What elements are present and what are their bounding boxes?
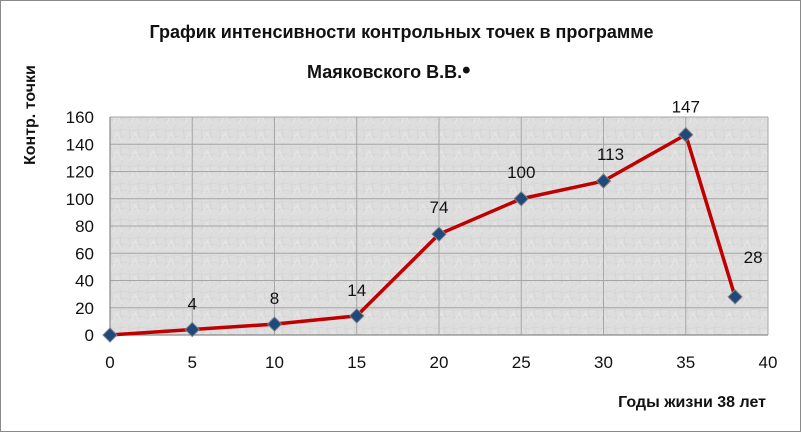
x-tick-label: 25 xyxy=(512,353,531,372)
data-point xyxy=(727,289,743,305)
x-tick-label: 40 xyxy=(759,353,778,372)
y-tick-label: 60 xyxy=(75,244,94,263)
x-tick-label: 15 xyxy=(347,353,366,372)
y-tick-label: 120 xyxy=(66,163,94,182)
x-axis-label: Годы жизни 38 лет xyxy=(618,394,766,411)
chart-title-line-2: Маяковского В.В.• xyxy=(307,59,497,83)
y-tick-label: 160 xyxy=(66,108,94,127)
data-label: 74 xyxy=(430,198,449,217)
x-tick-label: 20 xyxy=(430,353,449,372)
data-label: 14 xyxy=(347,281,366,300)
x-tick-label: 10 xyxy=(265,353,284,372)
y-tick-label: 20 xyxy=(75,299,94,318)
data-point xyxy=(431,226,447,242)
y-tick-label: 0 xyxy=(85,326,94,345)
x-tick-label: 5 xyxy=(188,353,197,372)
y-tick-label: 80 xyxy=(75,217,94,236)
chart-title-line-1: График интенсивности контрольных точек в… xyxy=(1,22,801,43)
y-tick-label: 40 xyxy=(75,272,94,291)
data-label: 147 xyxy=(672,98,700,117)
x-tick-label: 35 xyxy=(676,353,695,372)
data-label: 113 xyxy=(597,145,624,164)
chart-title-text-2: Маяковского В.В. xyxy=(307,62,463,82)
data-point xyxy=(102,327,118,343)
y-tick-label: 140 xyxy=(66,135,94,154)
data-point xyxy=(349,308,365,324)
x-tick-label: 30 xyxy=(594,353,613,372)
data-point xyxy=(266,316,283,332)
chart-title-text-1: График интенсивности контрольных точек в… xyxy=(149,22,654,42)
data-label: 8 xyxy=(270,289,279,308)
data-point xyxy=(595,173,612,189)
data-label: 100 xyxy=(507,163,535,182)
data-point xyxy=(513,191,529,207)
y-tick-label: 100 xyxy=(66,190,94,209)
data-label: 28 xyxy=(744,248,763,267)
data-point xyxy=(184,321,200,338)
data-label: 4 xyxy=(188,295,197,314)
chart-title-dot: • xyxy=(462,57,471,84)
data-point xyxy=(678,127,694,143)
x-tick-label: 0 xyxy=(105,353,114,372)
